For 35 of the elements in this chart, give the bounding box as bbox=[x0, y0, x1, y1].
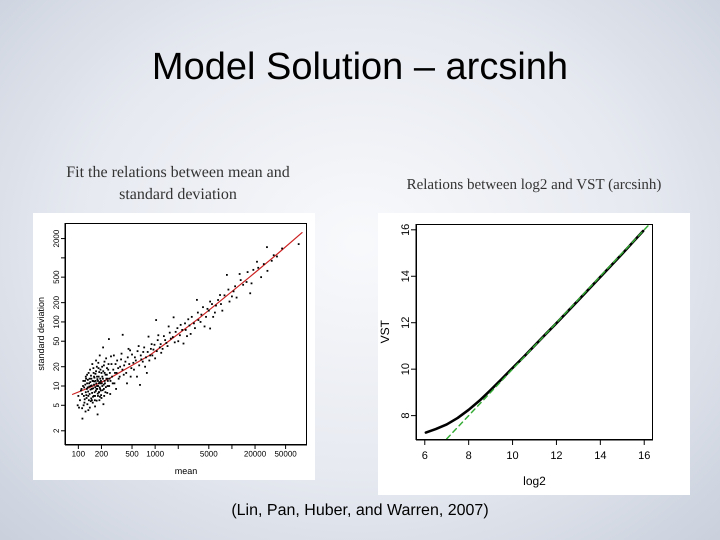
x-axis-title: mean bbox=[174, 466, 198, 476]
x-tick-label: 5000 bbox=[200, 450, 218, 459]
y-tick-label: 500 bbox=[52, 270, 61, 284]
chart-subtitle: Relations between log2 and VST (arcsinh) bbox=[406, 177, 662, 193]
x-tick-label: 200 bbox=[94, 450, 109, 459]
x-tick-label: 14 bbox=[594, 450, 606, 462]
x-tick-label: 1000 bbox=[146, 450, 165, 459]
x-tick-label: 8 bbox=[466, 450, 472, 462]
x-tick-label: 50000 bbox=[274, 450, 298, 459]
x-tick-label: 10 bbox=[506, 450, 519, 462]
y-axis-title: standard deviation bbox=[36, 297, 46, 371]
x-tick-label: 6 bbox=[422, 450, 428, 462]
y-tick-label: 10 bbox=[400, 363, 412, 376]
chart-subtitle: Fit the relations between mean and standard deviation bbox=[66, 164, 290, 203]
y-tick-label: 12 bbox=[400, 316, 412, 329]
x-tick-label: 16 bbox=[638, 450, 650, 462]
y-tick-label: 5 bbox=[52, 402, 61, 408]
y-tick-label: 20 bbox=[52, 362, 61, 372]
y-tick-label: 2000 bbox=[52, 229, 61, 248]
x-tick-label: 20000 bbox=[244, 450, 267, 459]
chart-title: Model Solution – arcsinh bbox=[152, 46, 568, 88]
text: (Lin, Pan, Huber, and Warren, 2007) bbox=[231, 502, 489, 519]
y-tick-label: 16 bbox=[400, 224, 412, 236]
y-tick-label: 100 bbox=[52, 314, 61, 329]
x-tick-label: 500 bbox=[125, 450, 140, 459]
y-tick-label: 8 bbox=[400, 412, 412, 419]
y-axis-title: VST bbox=[378, 320, 392, 344]
y-tick-label: 50 bbox=[52, 336, 61, 346]
y-tick-label: 200 bbox=[52, 295, 61, 310]
x-axis-title: log2 bbox=[523, 474, 546, 488]
x-tick-label: 100 bbox=[72, 450, 86, 459]
y-tick-label: 10 bbox=[52, 381, 61, 390]
y-tick-label: 14 bbox=[400, 270, 412, 282]
x-tick-label: 12 bbox=[550, 450, 563, 462]
y-tick-label: 2 bbox=[52, 428, 61, 434]
